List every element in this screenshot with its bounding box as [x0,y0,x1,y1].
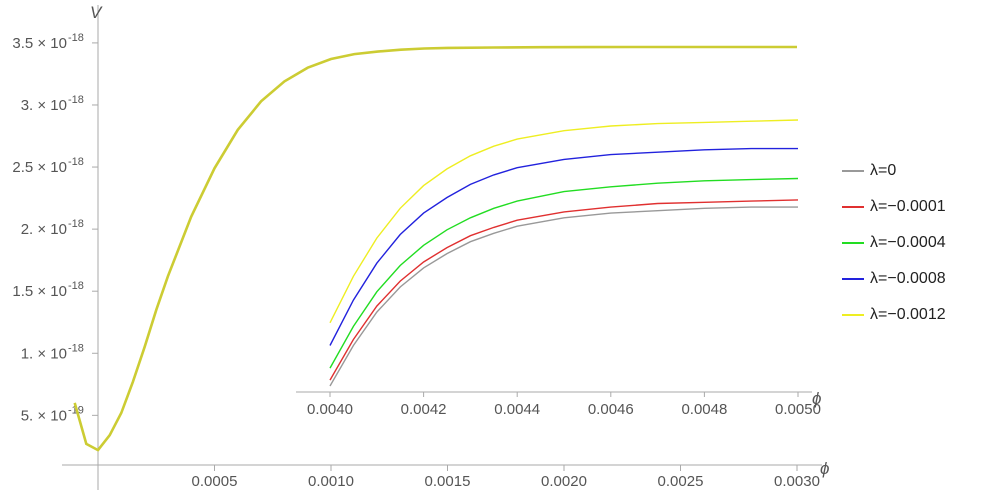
main-series-line [73,45,797,452]
y-tick-exponent: -18 [68,218,84,230]
inset-series-line [329,177,799,369]
main-x-ticks: 0.0005 0.0010 0.0015 0.0020 0.0025 0.0030 [192,465,820,490]
y-tick-label: 1.5 × 10 [12,283,67,300]
inset-series-line [329,206,798,387]
main-series [73,45,797,452]
inset-x-tick-label: 0.0044 [494,401,540,418]
legend: λ=0 λ=−0.0001 λ=−0.0004 λ=−0.0008 λ=−0.0… [842,153,946,333]
x-tick-label: 0.0030 [774,473,820,490]
x-tick-label: 0.0015 [425,473,471,490]
inset-x-tick-label: 0.0048 [681,401,727,418]
inset-series-line [329,199,799,381]
legend-swatch [842,278,864,280]
inset-x-axis-label: ϕ [812,389,821,408]
y-tick-label: 2.5 × 10 [12,159,67,176]
y-tick-exponent: -18 [68,342,84,354]
legend-item: λ=0 [842,153,946,189]
y-tick-label: 3. × 10 [21,97,67,114]
legend-label: λ=−0.0012 [870,306,946,323]
inset-x-tick-label: 0.0040 [307,401,353,418]
inset-x-tick-label: 0.0046 [588,401,634,418]
main-y-ticks: 5. × 10 -191. × 10 -181.5 × 10 -182. × 10 -1… [12,32,98,424]
legend-swatch [842,314,864,316]
inset-series [329,119,799,387]
x-tick-label: 0.0010 [308,473,354,490]
legend-label: λ=−0.0008 [870,270,946,287]
y-tick-label: 2. × 10 [21,221,67,238]
x-tick-label: 0.0005 [192,473,238,490]
y-tick-exponent: -18 [68,32,84,44]
inset-series-line [329,147,798,346]
legend-swatch [842,170,864,172]
legend-item: λ=−0.0008 [842,261,946,297]
main-y-axis-label: V [90,3,103,22]
y-tick-label: 3.5 × 10 [12,35,67,52]
main-x-axis-label: ϕ [820,459,829,478]
x-tick-label: 0.0020 [541,473,587,490]
legend-label: λ=−0.0001 [870,198,946,215]
inset-x-tick-label: 0.0050 [775,401,821,418]
main-axes [62,5,822,490]
y-tick-exponent: -18 [68,156,84,168]
legend-label: λ=−0.0004 [870,234,946,251]
legend-item: λ=−0.0004 [842,225,946,261]
inset-series-line [329,119,799,324]
y-tick-exponent: -18 [68,94,84,106]
y-tick-label: 5. × 10 [21,407,67,424]
y-tick-label: 1. × 10 [21,345,67,362]
x-tick-label: 0.0025 [658,473,704,490]
y-tick-exponent: -18 [68,280,84,292]
inset-x-ticks: 0.0040 0.0042 0.0044 0.0046 0.0048 0.0050 [307,392,821,418]
legend-swatch [842,242,864,244]
legend-item: λ=−0.0012 [842,297,946,333]
legend-swatch [842,206,864,208]
legend-label: λ=0 [870,162,897,179]
legend-item: λ=−0.0001 [842,189,946,225]
inset-x-tick-label: 0.0042 [401,401,447,418]
